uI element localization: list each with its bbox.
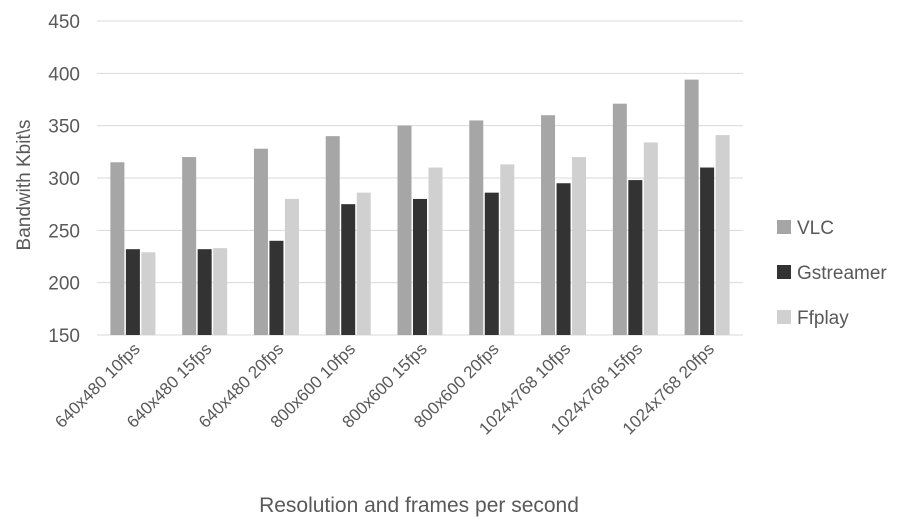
bar-vlc-2 (253, 148, 268, 335)
bar-gstreamer-8 (700, 167, 715, 335)
bar-ffplay-4 (428, 167, 443, 335)
y-tick-label: 150 (48, 326, 80, 347)
bar-ffplay-3 (356, 192, 371, 335)
bar-ffplay-0 (141, 252, 156, 335)
bar-vlc-6 (541, 115, 556, 335)
bar-vlc-5 (469, 120, 484, 335)
legend-label-ffplay: Ffplay (797, 308, 849, 329)
y-tick-label: 250 (48, 221, 80, 242)
bar-ffplay-6 (572, 157, 587, 335)
legend: VLC Gstreamer Ffplay (777, 218, 887, 329)
bar-vlc-3 (325, 136, 340, 335)
bar-ffplay-5 (500, 164, 515, 335)
y-tick-label: 400 (48, 64, 80, 85)
bar-gstreamer-4 (413, 198, 427, 335)
y-tick-label: 200 (48, 274, 80, 295)
y-axis-label: Bandwith Kbit\s (14, 120, 35, 251)
x-axis-label: Resolution and frames per second (259, 494, 579, 517)
y-tick-label: 350 (48, 117, 80, 138)
bar-vlc-4 (397, 125, 412, 336)
bar-gstreamer-6 (556, 183, 571, 335)
legend-swatch-ffplay (777, 310, 791, 324)
bar-vlc-7 (612, 103, 627, 335)
bar-ffplay-7 (643, 142, 658, 335)
legend-swatch-gstreamer (777, 265, 791, 279)
legend-label-gstreamer: Gstreamer (797, 263, 887, 284)
bar-gstreamer-0 (125, 249, 140, 335)
bar-vlc-1 (182, 157, 197, 335)
y-tick-label: 300 (48, 169, 80, 190)
bar-gstreamer-1 (197, 249, 212, 335)
bar-ffplay-2 (284, 198, 299, 335)
y-tick-labels: 150 200 250 300 350 400 450 (48, 12, 80, 347)
bar-ffplay-1 (213, 248, 228, 335)
bar-gstreamer-7 (628, 180, 643, 335)
bar-ffplay-8 (715, 135, 730, 335)
y-tick-label: 450 (48, 12, 80, 33)
bar-vlc-0 (110, 162, 125, 335)
legend-swatch-vlc (777, 220, 791, 234)
bar-gstreamer-5 (484, 192, 499, 335)
bar-gstreamer-3 (341, 204, 356, 335)
bar-vlc-8 (684, 79, 699, 335)
bar-gstreamer-2 (269, 240, 284, 335)
legend-label-vlc: VLC (797, 218, 834, 239)
bars (110, 79, 730, 336)
